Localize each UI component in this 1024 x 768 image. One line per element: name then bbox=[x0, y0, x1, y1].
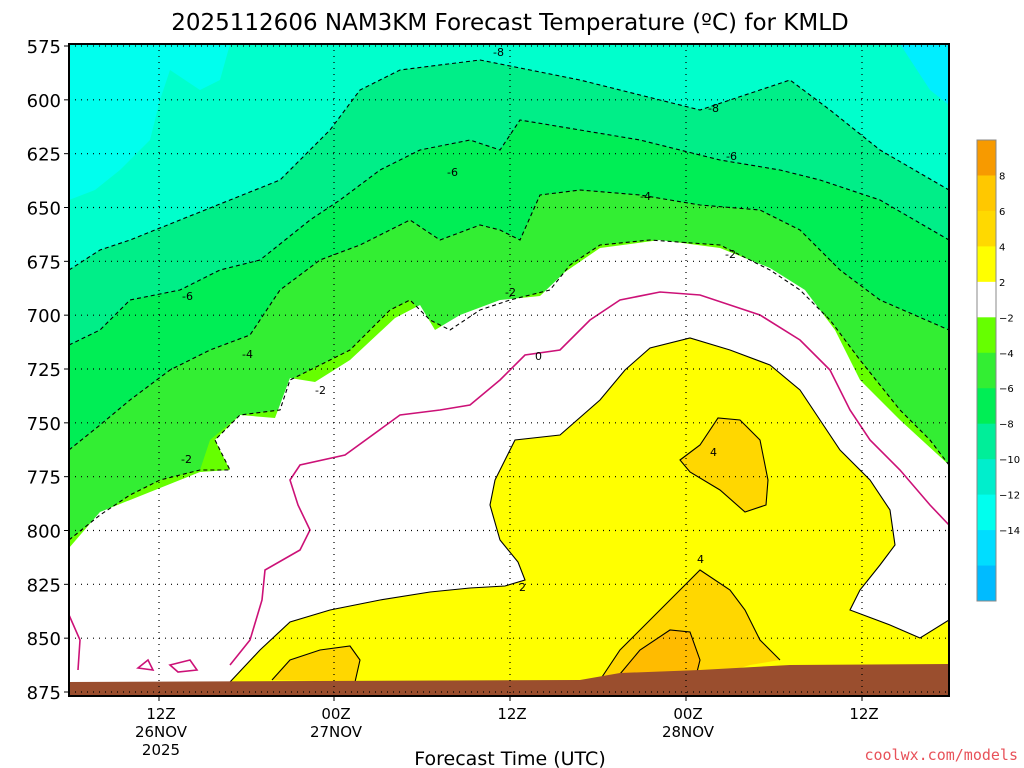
y-tick-label: 725 bbox=[27, 360, 61, 381]
plot-frame bbox=[68, 43, 950, 697]
y-tick-label: 825 bbox=[27, 575, 61, 596]
x-tick-label: 12Z bbox=[849, 705, 878, 723]
contour-label: -4 bbox=[242, 348, 253, 361]
colorbar-label: 6 bbox=[999, 207, 1005, 218]
fill-four-c bbox=[272, 646, 360, 682]
contour-minus-4 bbox=[69, 189, 949, 451]
contour-four-a bbox=[599, 569, 781, 681]
contour-label: -6 bbox=[726, 150, 737, 163]
chart-title: 2025112606 NAM3KM Forecast Temperature (… bbox=[171, 10, 848, 36]
colorbar-label: 2 bbox=[999, 278, 1005, 289]
colorbar-label: −2 bbox=[999, 313, 1014, 324]
colorbar-label: 8 bbox=[999, 171, 1005, 182]
colorbar-label: −12 bbox=[999, 491, 1020, 502]
x-tick-label: 00Z bbox=[321, 705, 350, 723]
y-tick-label: 850 bbox=[27, 629, 61, 650]
freezing-line bbox=[69, 291, 949, 673]
y-axis: 575 600 625 650 675 700 725 750 775 800 825 850 875 bbox=[27, 37, 69, 704]
fill-four-b bbox=[680, 418, 768, 512]
contour-four-c bbox=[271, 645, 361, 683]
y-tick-label: 575 bbox=[27, 37, 61, 58]
contour-label: 4 bbox=[710, 446, 717, 459]
contour-minus-2 bbox=[69, 239, 949, 541]
colorbar-swatch bbox=[977, 140, 996, 176]
colorbar-label: −8 bbox=[999, 420, 1014, 431]
x-tick-label: 27NOV bbox=[310, 723, 363, 741]
x-axis-label: Forecast Time (UTC) bbox=[414, 748, 605, 768]
y-tick-label: 650 bbox=[27, 199, 61, 220]
colorbar-swatch bbox=[977, 281, 996, 318]
contour-label: -8 bbox=[708, 102, 719, 115]
fill-minus-12 bbox=[69, 44, 230, 200]
y-tick-label: 600 bbox=[27, 91, 61, 112]
contour-label: -2 bbox=[181, 453, 192, 466]
contour-four-b bbox=[679, 417, 769, 513]
colorbar-label: −4 bbox=[999, 349, 1014, 360]
y-tick-label: 700 bbox=[27, 306, 61, 327]
colorbar-swatch bbox=[977, 530, 996, 567]
colorbar-swatch bbox=[977, 352, 996, 389]
colorbar-frame bbox=[976, 139, 997, 602]
colorbar-swatch bbox=[977, 565, 996, 602]
contour-six bbox=[614, 629, 701, 681]
x-tick-label: 28NOV bbox=[662, 723, 715, 741]
contour-minus-8 bbox=[69, 59, 949, 271]
terrain bbox=[69, 664, 949, 696]
y-tick-label: 800 bbox=[27, 522, 61, 543]
contour-lines bbox=[69, 59, 949, 683]
contour-label: 4 bbox=[697, 553, 704, 566]
colorbar-label: −6 bbox=[999, 384, 1014, 395]
colorbar-swatch bbox=[977, 175, 996, 212]
contour-two bbox=[229, 337, 949, 683]
contour-label: 2 bbox=[519, 581, 526, 594]
credit-text: coolwx.com/models bbox=[864, 746, 1018, 764]
x-tick-label: 26NOV bbox=[135, 723, 188, 741]
contour-label: -6 bbox=[182, 290, 193, 303]
grid bbox=[69, 44, 949, 696]
plot-fills bbox=[69, 44, 949, 696]
contour-label: -6 bbox=[447, 166, 458, 179]
contour-label: -8 bbox=[493, 46, 504, 59]
colorbar-swatch bbox=[977, 246, 996, 283]
colorbar-swatch bbox=[977, 388, 996, 425]
colorbar: 8 6 4 2 −2 −4 −6 −8 −10 −12 −14 bbox=[976, 139, 1020, 602]
contour-label: 0 bbox=[535, 350, 542, 363]
colorbar-label: 4 bbox=[999, 242, 1005, 253]
fill-two bbox=[230, 338, 949, 696]
contour-label-group: -8 -8 -6 -6 -6 -4 -4 -4 -2 -2 -2 -2 0 2 … bbox=[181, 46, 737, 594]
colorbar-swatch bbox=[977, 210, 996, 247]
y-tick-label: 875 bbox=[27, 683, 61, 704]
fill-six bbox=[615, 630, 700, 680]
colorbar-swatch bbox=[977, 317, 996, 354]
contour-label: -4 bbox=[640, 190, 651, 203]
colorbar-swatch bbox=[977, 423, 996, 460]
contour-label: -2 bbox=[505, 286, 516, 299]
x-tick-label: 2025 bbox=[142, 741, 180, 759]
y-tick-label: 625 bbox=[27, 145, 61, 166]
y-tick-label: 750 bbox=[27, 414, 61, 435]
zero-isotherm bbox=[69, 291, 949, 671]
x-tick-label: 12Z bbox=[497, 705, 526, 723]
contour-label: -2 bbox=[315, 384, 326, 397]
fill-minus-14 bbox=[900, 44, 949, 105]
colorbar-swatch bbox=[977, 494, 996, 531]
contour-label: -2 bbox=[725, 248, 736, 261]
colorbar-label: −10 bbox=[999, 455, 1020, 466]
x-tick-label: 00Z bbox=[673, 705, 702, 723]
colorbar-label: −14 bbox=[999, 526, 1020, 537]
y-tick-label: 675 bbox=[27, 252, 61, 273]
contour-minus-6 bbox=[69, 119, 949, 346]
y-tick-label: 775 bbox=[27, 468, 61, 489]
x-tick-label: 12Z bbox=[146, 705, 175, 723]
colorbar-swatch bbox=[977, 459, 996, 496]
